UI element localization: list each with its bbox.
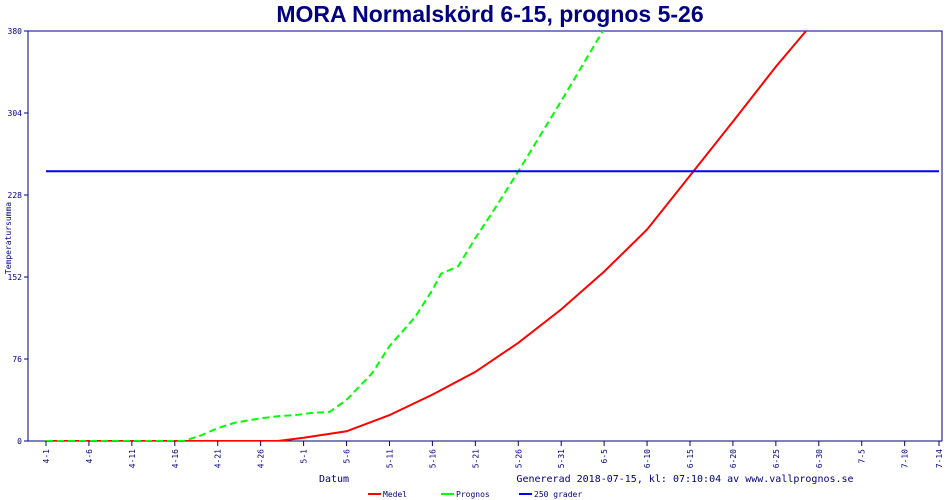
- x-tick-label: 7-5: [858, 449, 867, 464]
- x-tick-label: 5-11: [385, 449, 394, 468]
- x-tick-label: 5-21: [471, 449, 480, 468]
- chart-title: MORA Normalskörd 6-15, prognos 5-26: [276, 1, 703, 27]
- x-tick-label: 5-31: [557, 449, 566, 468]
- x-tick-label: 7-14: [935, 449, 944, 468]
- x-tick-label: 5-26: [514, 449, 523, 468]
- legend-label: 250 grader: [534, 490, 582, 499]
- x-tick-label: 4-26: [257, 449, 266, 468]
- legend-label: Prognos: [456, 490, 490, 499]
- x-tick-label: 6-30: [815, 449, 824, 468]
- footer-text: Genererad 2018-07-15, kl: 07:10:04 av ww…: [516, 474, 853, 485]
- x-tick-label: 5-1: [300, 449, 309, 464]
- legend: Medel Prognos 250 grader: [368, 490, 582, 499]
- x-tick-label: 4-21: [214, 449, 223, 468]
- y-tick-label: 304: [8, 109, 23, 118]
- axes: 0 76 152 228 304 380 4-1 4-6 4-11 4-16 4-21 4-26 5-1…: [8, 27, 944, 468]
- x-tick-label: 6-5: [600, 449, 609, 464]
- x-axis-label: Datum: [319, 474, 349, 485]
- y-tick-label: 76: [12, 355, 22, 364]
- x-tick-label: 6-20: [729, 449, 738, 468]
- plot-frame: [27, 30, 943, 442]
- x-tick-label: 4-16: [171, 449, 180, 468]
- x-tick-label: 4-6: [85, 449, 94, 464]
- x-tick-label: 5-16: [428, 449, 437, 468]
- y-tick-label: 380: [8, 27, 23, 36]
- legend-label: Medel: [383, 490, 407, 499]
- x-tick-label: 5-6: [343, 449, 352, 464]
- y-tick-label: 0: [17, 437, 22, 446]
- x-tick-label: 4-11: [128, 449, 137, 468]
- y-tick-label: 152: [8, 273, 23, 282]
- x-tick-label: 6-10: [643, 449, 652, 468]
- x-tick-label: 4-1: [42, 449, 51, 464]
- series-line-medel: [46, 31, 808, 441]
- series-line-prognos: [46, 31, 604, 441]
- x-tick-label: 7-10: [901, 449, 910, 468]
- series-group: [46, 31, 939, 441]
- y-axis-label: Temperatursumma: [4, 202, 13, 274]
- y-tick-label: 228: [8, 191, 23, 200]
- x-tick-label: 6-25: [772, 449, 781, 468]
- x-tick-label: 6-15: [686, 449, 695, 468]
